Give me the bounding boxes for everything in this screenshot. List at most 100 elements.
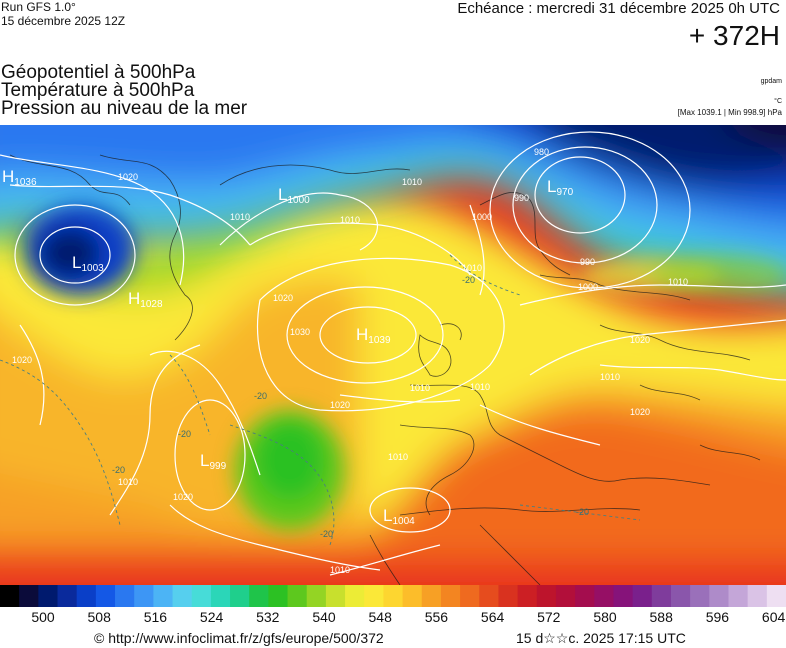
color-scale-swatch (0, 585, 20, 607)
coastlines (9, 154, 761, 585)
isobar-label: 1020 (630, 335, 650, 345)
color-scale-tick: 532 (256, 609, 280, 625)
temperature-label: -20 (462, 275, 475, 285)
isobar-label: 1010 (600, 372, 620, 382)
color-scale-swatch (690, 585, 710, 607)
pressure-system-low: L970 (547, 177, 574, 198)
color-scale-swatch (479, 585, 500, 607)
temperature-isotherms (0, 254, 641, 546)
color-scale-swatch (766, 585, 786, 607)
isobar-label: 1020 (630, 407, 650, 417)
color-scale-swatch (230, 585, 250, 607)
isobar-label: 1000 (472, 212, 492, 222)
pressure-system-low: L999 (200, 451, 227, 472)
unit-temperature: °C (774, 98, 782, 105)
isobar-label: 1010 (340, 215, 360, 225)
title-temperature: Température à 500hPa (1, 80, 195, 101)
temperature-label: -20 (576, 507, 589, 517)
isobar-label: 1030 (290, 327, 310, 337)
isobar-label: 990 (514, 193, 529, 203)
run-date: 15 décembre 2025 12Z (1, 14, 126, 28)
isobar-label: 1010 (470, 382, 490, 392)
color-scale-swatch (345, 585, 365, 607)
temperature-label: -20 (254, 391, 267, 401)
color-scale-swatch (460, 585, 480, 607)
color-scale-swatch (115, 585, 135, 607)
color-scale-swatch (38, 585, 59, 607)
color-scale-swatch (632, 585, 653, 607)
color-scale-swatch (172, 585, 193, 607)
color-scale-swatch (383, 585, 404, 607)
geopotential-field (0, 125, 786, 585)
color-scale-swatch (709, 585, 730, 607)
run-info: Run GFS 1.0° 15 décembre 2025 12Z (1, 0, 125, 28)
color-scale-swatch (670, 585, 691, 607)
color-scale-tick: 540 (312, 609, 336, 625)
title-geopotential: Géopotentiel à 500hPa (1, 62, 196, 83)
color-scale-swatch (153, 585, 174, 607)
isobar-label: 1010 (668, 277, 688, 287)
color-scale-tick: 556 (424, 609, 449, 625)
color-scale-swatch (268, 585, 289, 607)
color-scale-tick: 524 (199, 609, 224, 625)
color-scale-swatch (613, 585, 634, 607)
isobar-label: 1020 (118, 172, 138, 182)
isobar-label: 990 (580, 257, 595, 267)
isobar-label: 1010 (330, 565, 350, 575)
color-scale-swatch (249, 585, 269, 607)
isobar-label: 1010 (402, 177, 422, 187)
pressure-system-low: L1000 (278, 185, 310, 206)
color-scale-swatch (19, 585, 39, 607)
color-scale-tick: 604 (761, 609, 786, 625)
color-scale-tick: 508 (87, 609, 111, 625)
color-scale-tick: 572 (537, 609, 561, 625)
color-scale-swatch (594, 585, 615, 607)
color-scale-swatch (95, 585, 116, 607)
isobar-label: 1020 (12, 355, 32, 365)
color-scale-ticks: 500 508 516 524 532 540 548 556 564 572 580 588 596 6… (0, 609, 786, 629)
pressure-system-high: H1039 (356, 325, 391, 346)
color-scale-swatch (402, 585, 423, 607)
pressure-system-low: L1003 (72, 253, 104, 274)
color-scale-swatch (325, 585, 346, 607)
forecast-info: Echéance : mercredi 31 décembre 2025 0h … (457, 0, 780, 52)
weather-map: H1036 L1003 H1028 L1000 L970 H1039 L999 L1004 1… (0, 125, 786, 585)
forecast-hour: + 372H (688, 20, 780, 51)
color-scale-tick: 564 (480, 609, 505, 625)
color-scale-swatch (728, 585, 749, 607)
isobar-value-labels: 1020 1010 1010 1010 990 980 1000 990 1000 1010 101… (12, 147, 688, 575)
color-scale-swatch (517, 585, 538, 607)
color-scale-bar (0, 585, 786, 607)
color-scale-swatch (575, 585, 595, 607)
isobars (0, 131, 786, 576)
color-scale-swatch (134, 585, 154, 607)
isobar-label: 1000 (578, 282, 598, 292)
color-scale-tick: 500 (31, 609, 55, 625)
color-scale-swatch (210, 585, 231, 607)
isobar-label: 1020 (173, 492, 193, 502)
color-scale-swatch (57, 585, 78, 607)
color-scale-swatch (440, 585, 461, 607)
color-scale-tick: 588 (649, 609, 673, 625)
color-scale-swatch (421, 585, 442, 607)
units-legend: gpdam °C [Max 1039.1 | Min 998.9] hPa (678, 76, 782, 118)
isobar-label: 1020 (330, 400, 350, 410)
pressure-system-high: H1036 (2, 167, 37, 188)
temperature-label: -20 (320, 529, 333, 539)
isobar-label: 1010 (462, 263, 482, 273)
run-label: Run GFS 1.0° (1, 0, 76, 14)
pressure-system-low: L1004 (383, 506, 415, 527)
color-scale-swatch (536, 585, 557, 607)
color-scale-tick: 580 (593, 609, 617, 625)
color-scale-swatch (498, 585, 519, 607)
color-scale-swatch (76, 585, 97, 607)
color-scale-swatch (747, 585, 768, 607)
temperature-label: -20 (178, 429, 191, 439)
color-scale-swatch (287, 585, 308, 607)
title-pressure: Pression au niveau de la mer (1, 98, 248, 119)
isobar-label: 1010 (118, 477, 138, 487)
unit-geopotential: gpdam (760, 78, 782, 85)
temperature-value-labels: -20 -20 -20 -20 -20 -20 (112, 275, 589, 539)
pressure-system-labels: H1036 L1003 H1028 L1000 L970 H1039 L999 L1004 (2, 167, 574, 527)
isobar-label: 980 (534, 147, 549, 157)
